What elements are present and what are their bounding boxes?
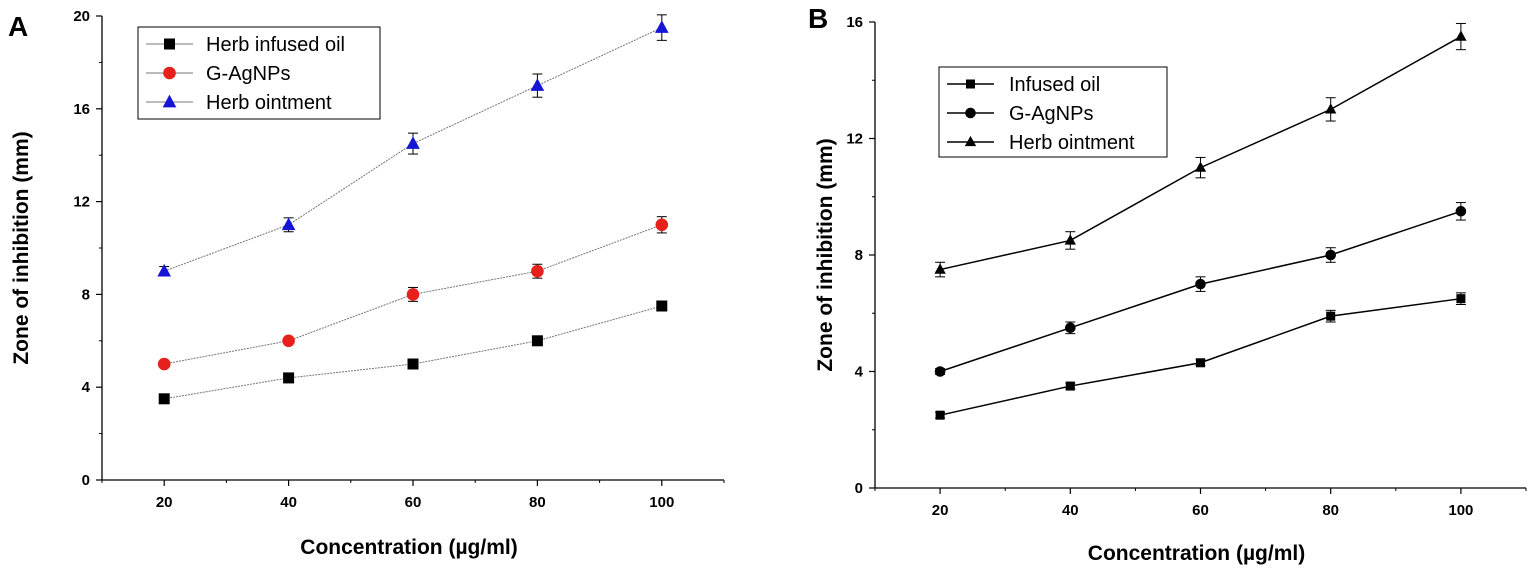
legend-marker: [164, 38, 175, 50]
data-point: [281, 217, 296, 231]
series-triangle: [934, 22, 1467, 278]
y-tick-label: 0: [82, 472, 90, 489]
y-tick-label: 4: [82, 379, 91, 396]
chart-panel-a: A 0 4 8 12 16 20 20 40 60 80 100 Zone of inhibition …: [8, 8, 725, 559]
legend-marker: [966, 79, 975, 89]
data-point: [1065, 322, 1076, 334]
legend-marker: [162, 94, 177, 108]
y-tick-label: 12: [846, 131, 863, 148]
series-square: [935, 292, 1466, 420]
x-tick-label: 40: [280, 494, 297, 511]
series-circle: [157, 216, 669, 371]
data-point: [406, 136, 420, 149]
data-point: [531, 335, 543, 347]
data-point: [530, 78, 545, 91]
data-point: [1064, 234, 1076, 245]
series-line: [164, 27, 663, 272]
data-point: [1326, 311, 1336, 321]
data-point: [1456, 294, 1466, 304]
y-tick-label: 16: [73, 101, 90, 118]
legend: Herb infused oil G-AgNPs Herb ointment: [137, 26, 381, 120]
y-tick-label: 4: [855, 364, 864, 381]
legend-label: Herb ointment: [1009, 132, 1135, 154]
data-point: [157, 357, 171, 371]
x-tick-label: 100: [649, 494, 674, 511]
data-point: [1455, 206, 1467, 217]
data-point: [1065, 381, 1075, 391]
x-tick-label: 100: [1448, 502, 1473, 519]
data-point: [656, 300, 668, 312]
data-point: [655, 218, 669, 232]
data-point: [283, 372, 295, 384]
data-point: [1195, 278, 1206, 290]
x-tick-label: 40: [1062, 502, 1079, 519]
x-tick-label: 80: [529, 494, 546, 511]
data-point: [1455, 30, 1467, 41]
y-tick-label: 0: [855, 480, 863, 497]
x-tick-label: 20: [156, 494, 173, 511]
y-axis-title: Zone of inhibition (mm): [814, 138, 837, 371]
data-point: [1325, 249, 1336, 261]
series-triangle: [157, 14, 669, 277]
x-tick-label: 60: [1192, 502, 1209, 519]
data-point: [934, 366, 946, 377]
x-tick-label: 60: [405, 494, 422, 511]
data-point: [654, 20, 669, 33]
legend-label: G-AgNPs: [1009, 103, 1093, 125]
y-tick-label: 12: [73, 194, 90, 211]
legend: Infused oil G-AgNPs Herb ointment: [938, 66, 1168, 158]
y-tick-label: 8: [855, 247, 863, 264]
y-tick-label: 8: [82, 286, 90, 303]
data-point: [157, 263, 172, 277]
chart-panel-b: B 0 4 8 12 16 20 40 60 80 100 Zone of inhibition (m…: [808, 3, 1527, 565]
legend-marker: [965, 107, 976, 119]
data-point: [1196, 358, 1205, 368]
data-point: [531, 264, 544, 278]
y-axis-title: Zone of inhibition (mm): [10, 131, 33, 364]
data-point: [1325, 103, 1337, 114]
legend-marker: [163, 66, 176, 80]
data-point: [406, 288, 420, 301]
y-tick-label: 16: [846, 14, 863, 31]
data-point: [934, 263, 946, 274]
y-tick-label: 20: [73, 8, 90, 25]
legend-label: Herb infused oil: [206, 34, 345, 56]
series-line: [164, 305, 662, 400]
data-point: [282, 334, 295, 348]
data-point: [407, 358, 419, 370]
x-axis-title: Concentration (µg/ml): [300, 536, 517, 559]
series-line: [939, 297, 1461, 416]
legend-label: Herb ointment: [206, 92, 332, 114]
data-point: [1194, 161, 1207, 172]
legend-label: G-AgNPs: [206, 63, 290, 85]
data-point: [158, 393, 170, 405]
legend-label: Infused oil: [1009, 74, 1100, 96]
series-square: [158, 300, 668, 405]
x-axis-title: Concentration (µg/ml): [1088, 542, 1305, 565]
data-point: [935, 410, 945, 420]
legend-marker: [964, 135, 977, 147]
x-tick-label: 80: [1322, 502, 1339, 519]
panel-label: B: [808, 3, 828, 34]
series-circle: [934, 202, 1467, 377]
x-tick-label: 20: [932, 502, 949, 519]
panel-label: A: [8, 11, 28, 42]
